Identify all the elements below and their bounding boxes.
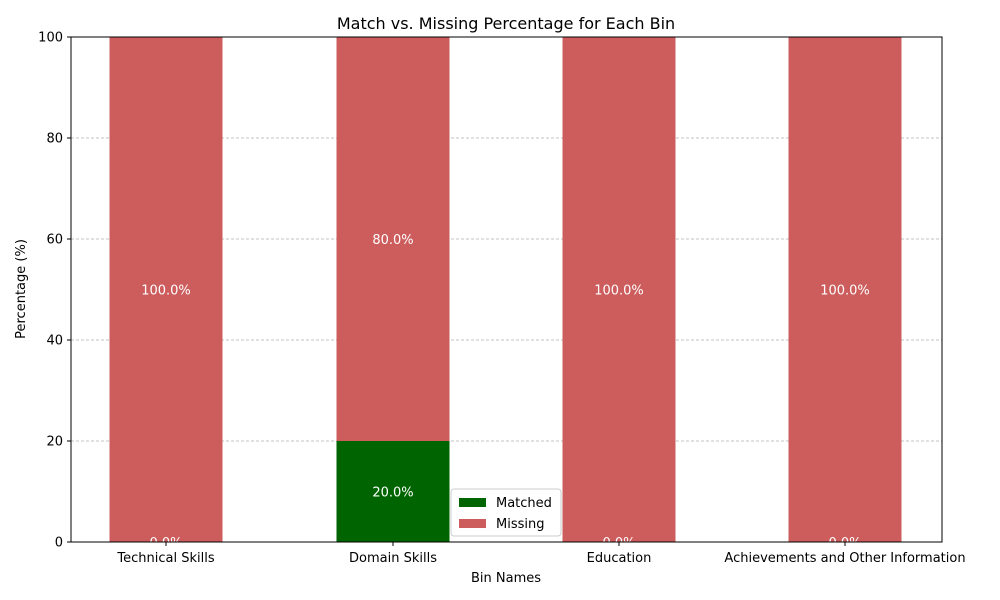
x-axis: Technical Skills Domain Skills Education Ac… xyxy=(116,542,966,566)
plot-frame xyxy=(70,36,943,543)
x-axis-label: Bin Names xyxy=(471,571,541,586)
legend-label-missing: Missing xyxy=(496,517,544,532)
y-tick-label: 40 xyxy=(46,334,63,349)
y-tick-label: 80 xyxy=(46,132,63,147)
y-tick-label: 0 xyxy=(55,536,63,551)
bar-matched xyxy=(336,441,450,542)
x-tick-label: Education xyxy=(587,551,652,566)
legend-swatch-matched xyxy=(459,498,486,507)
chart-title: Match vs. Missing Percentage for Each Bi… xyxy=(337,14,675,33)
bar-value-label: 20.0% xyxy=(372,486,413,501)
x-tick-label: Domain Skills xyxy=(349,551,437,566)
y-tick-label: 20 xyxy=(46,435,63,450)
legend: Matched Missing xyxy=(450,488,562,537)
bar-missing xyxy=(788,37,902,542)
bar-value-label: 100.0% xyxy=(820,284,870,299)
bar-value-label: 100.0% xyxy=(141,284,191,299)
x-tick-label: Technical Skills xyxy=(116,551,214,566)
bar-missing xyxy=(336,37,450,441)
bar-value-label: 100.0% xyxy=(594,284,644,299)
y-tick-label: 100 xyxy=(38,31,63,46)
y-tick-label: 60 xyxy=(46,233,63,248)
bar-missing xyxy=(562,37,676,542)
x-tick-label: Achievements and Other Information xyxy=(724,551,965,566)
bars xyxy=(109,37,902,542)
y-axis-label: Percentage (%) xyxy=(14,239,29,339)
bar-missing xyxy=(109,37,223,542)
y-axis: 0 20 40 60 80 100 xyxy=(38,31,71,551)
legend-swatch-missing xyxy=(459,519,486,528)
legend-label-matched: Matched xyxy=(496,496,552,511)
bar-value-label: 80.0% xyxy=(372,233,413,248)
